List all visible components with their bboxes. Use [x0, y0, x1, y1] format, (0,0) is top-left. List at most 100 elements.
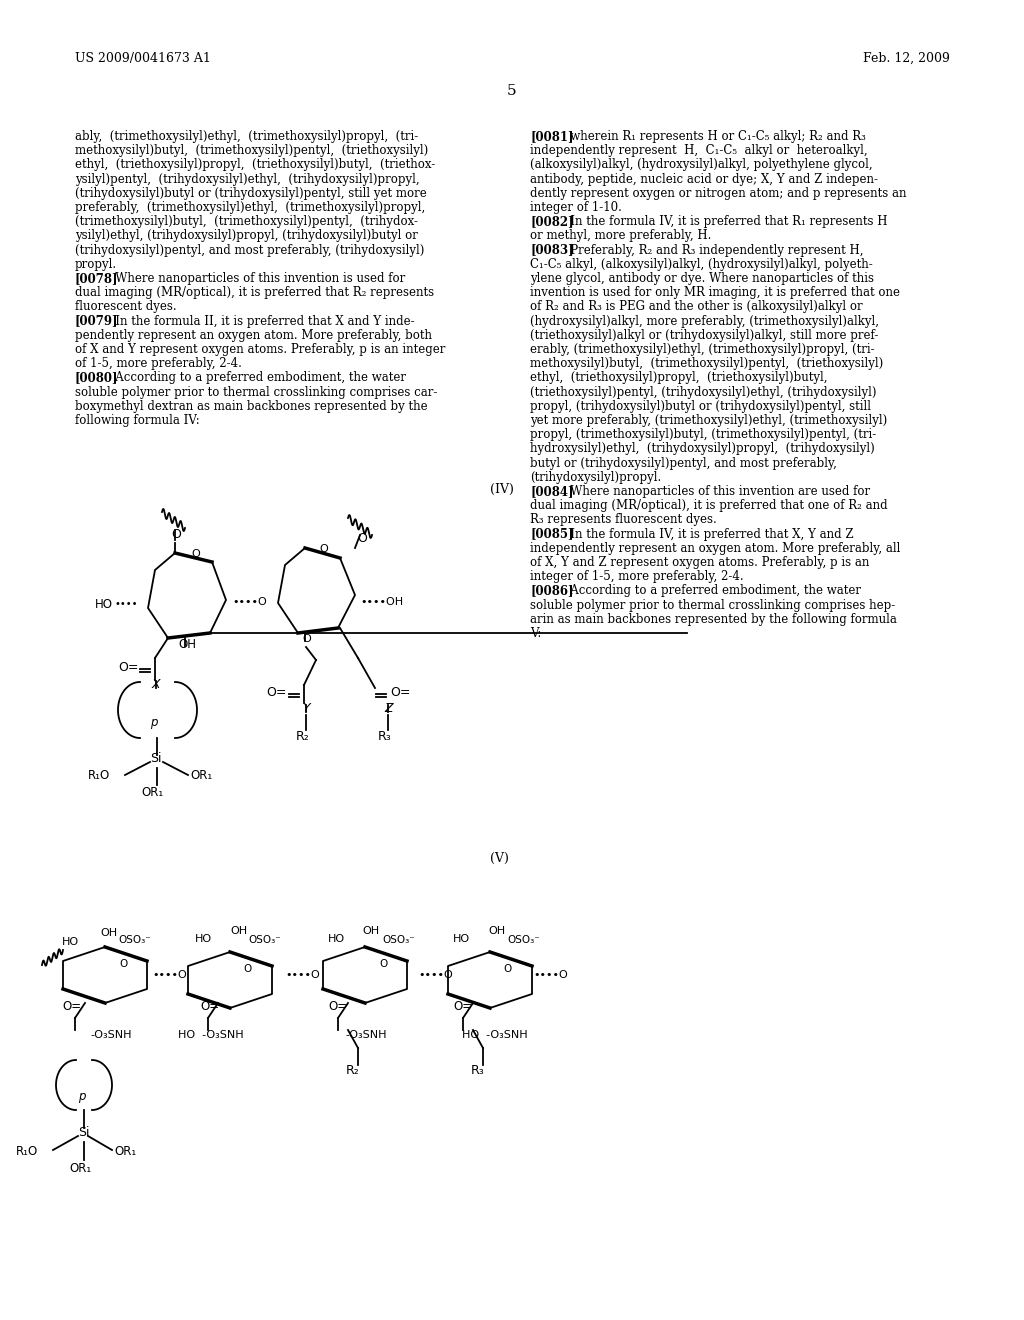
Text: of X, Y and Z represent oxygen atoms. Preferably, p is an: of X, Y and Z represent oxygen atoms. Pr…	[530, 556, 869, 569]
Text: ••••O: ••••O	[152, 970, 186, 979]
Text: of X and Y represent oxygen atoms. Preferably, p is an integer: of X and Y represent oxygen atoms. Prefe…	[75, 343, 445, 356]
Text: [0082]: [0082]	[530, 215, 573, 228]
Text: Si: Si	[150, 752, 162, 766]
Text: [0081]: [0081]	[530, 129, 573, 143]
Text: integer of 1-10.: integer of 1-10.	[530, 201, 622, 214]
Text: R₃ represents fluorescent dyes.: R₃ represents fluorescent dyes.	[530, 513, 717, 527]
Text: OH: OH	[178, 638, 196, 651]
Text: OH: OH	[488, 927, 505, 936]
Text: [0079]: [0079]	[75, 314, 119, 327]
Text: or methyl, more preferably, H.: or methyl, more preferably, H.	[530, 230, 712, 243]
Text: 5: 5	[507, 84, 517, 98]
Text: OH: OH	[362, 927, 379, 936]
Text: soluble polymer prior to thermal crosslinking comprises hep-: soluble polymer prior to thermal crossli…	[530, 598, 895, 611]
Text: Where nanoparticles of this invention are used for: Where nanoparticles of this invention ar…	[559, 484, 870, 498]
Text: [0085]: [0085]	[530, 528, 573, 541]
Text: According to a preferred embodiment, the water: According to a preferred embodiment, the…	[103, 371, 406, 384]
Text: ••••O: ••••O	[418, 970, 453, 979]
Text: independently represent an oxygen atom. More preferably, all: independently represent an oxygen atom. …	[530, 541, 900, 554]
Text: O=: O=	[118, 661, 138, 675]
Text: HO: HO	[62, 937, 79, 946]
Text: O: O	[244, 964, 252, 974]
Text: O: O	[319, 544, 329, 554]
Text: (IV): (IV)	[490, 483, 514, 496]
Text: dual imaging (MR/optical), it is preferred that one of R₂ and: dual imaging (MR/optical), it is preferr…	[530, 499, 888, 512]
Text: following formula IV:: following formula IV:	[75, 414, 200, 426]
Text: OR₁: OR₁	[142, 785, 164, 799]
Text: R₁O: R₁O	[88, 770, 111, 781]
Text: antibody, peptide, nucleic acid or dye; X, Y and Z indepen-: antibody, peptide, nucleic acid or dye; …	[530, 173, 878, 186]
Text: p: p	[150, 715, 158, 729]
Text: Si: Si	[78, 1126, 89, 1139]
Text: [0086]: [0086]	[530, 585, 573, 598]
Text: In the formula IV, it is preferred that R₁ represents H: In the formula IV, it is preferred that …	[559, 215, 888, 228]
Text: (trihydoxysilyl)butyl or (trihydoxysilyl)pentyl, still yet more: (trihydoxysilyl)butyl or (trihydoxysilyl…	[75, 187, 427, 199]
Text: (V): (V)	[490, 851, 509, 865]
Text: (trihydoxysilyl)propyl.: (trihydoxysilyl)propyl.	[530, 471, 662, 484]
Text: Y: Y	[302, 702, 309, 715]
Text: soluble polymer prior to thermal crosslinking comprises car-: soluble polymer prior to thermal crossli…	[75, 385, 437, 399]
Text: ethyl,  (triethoxysilyl)propyl,  (triethoxysilyl)butyl,: ethyl, (triethoxysilyl)propyl, (triethox…	[530, 371, 827, 384]
Text: (triethoxysilyl)pentyl, (trihydoxysilyl)ethyl, (trihydoxysilyl): (triethoxysilyl)pentyl, (trihydoxysilyl)…	[530, 385, 877, 399]
Text: Z: Z	[384, 702, 392, 715]
Text: O=: O=	[200, 1001, 219, 1012]
Text: ••••O: ••••O	[534, 970, 567, 979]
Text: propyl, (trihydoxysilyl)butyl or (trihydoxysilyl)pentyl, still: propyl, (trihydoxysilyl)butyl or (trihyd…	[530, 400, 871, 413]
Text: Preferably, R₂ and R₃ independently represent H,: Preferably, R₂ and R₃ independently repr…	[559, 244, 863, 256]
Text: arin as main backbones represented by the following formula: arin as main backbones represented by th…	[530, 612, 897, 626]
Text: erably, (trimethoxysilyl)ethyl, (trimethoxysilyl)propyl, (tri-: erably, (trimethoxysilyl)ethyl, (trimeth…	[530, 343, 874, 356]
Text: of 1-5, more preferably, 2-4.: of 1-5, more preferably, 2-4.	[75, 358, 242, 370]
Text: invention is used for only MR imaging, it is preferred that one: invention is used for only MR imaging, i…	[530, 286, 900, 300]
Text: HO  -O₃SNH: HO -O₃SNH	[462, 1030, 527, 1040]
Text: dently represent oxygen or nitrogen atom; and p represents an: dently represent oxygen or nitrogen atom…	[530, 187, 906, 199]
Text: HO  -O₃SNH: HO -O₃SNH	[178, 1030, 244, 1040]
Text: R₂: R₂	[346, 1064, 359, 1077]
Text: HO: HO	[195, 935, 212, 944]
Text: ••••O: ••••O	[285, 970, 319, 979]
Text: methoxysilyl)butyl,  (trimethoxysilyl)pentyl,  (triethoxysilyl): methoxysilyl)butyl, (trimethoxysilyl)pen…	[75, 144, 428, 157]
Text: O: O	[379, 960, 387, 969]
Text: -O₃SNH: -O₃SNH	[90, 1030, 131, 1040]
Text: Where nanoparticles of this invention is used for: Where nanoparticles of this invention is…	[103, 272, 406, 285]
Text: In the formula IV, it is preferred that X, Y and Z: In the formula IV, it is preferred that …	[559, 528, 853, 541]
Text: (trimethoxysilyl)butyl,  (trimethoxysilyl)pentyl,  (trihydox-: (trimethoxysilyl)butyl, (trimethoxysilyl…	[75, 215, 418, 228]
Text: preferably,  (trimethoxysilyl)ethyl,  (trimethoxysilyl)propyl,: preferably, (trimethoxysilyl)ethyl, (tri…	[75, 201, 425, 214]
Text: methoxysilyl)butyl,  (trimethoxysilyl)pentyl,  (triethoxysilyl): methoxysilyl)butyl, (trimethoxysilyl)pen…	[530, 358, 884, 370]
Text: OR₁: OR₁	[69, 1162, 91, 1175]
Text: boxymethyl dextran as main backbones represented by the: boxymethyl dextran as main backbones rep…	[75, 400, 428, 413]
Text: (trihydoxysilyl)pentyl, and most preferably, (trihydoxysilyl): (trihydoxysilyl)pentyl, and most prefera…	[75, 244, 424, 256]
Text: C₁-C₅ alkyl, (alkoxysilyl)alkyl, (hydroxysilyl)alkyl, polyeth-: C₁-C₅ alkyl, (alkoxysilyl)alkyl, (hydrox…	[530, 257, 872, 271]
Text: ••••: ••••	[115, 599, 138, 609]
Text: O: O	[504, 964, 512, 974]
Text: O: O	[302, 634, 310, 644]
Text: wherein R₁ represents H or C₁-C₅ alkyl; R₂ and R₃: wherein R₁ represents H or C₁-C₅ alkyl; …	[559, 129, 865, 143]
Text: O=: O=	[390, 686, 411, 700]
Text: OH: OH	[100, 928, 117, 939]
Text: fluorescent dyes.: fluorescent dyes.	[75, 301, 176, 313]
Text: OSO₃⁻: OSO₃⁻	[507, 935, 540, 945]
Text: ysilyl)ethyl, (trihydoxysilyl)propyl, (trihydoxysilyl)butyl or: ysilyl)ethyl, (trihydoxysilyl)propyl, (t…	[75, 230, 418, 243]
Text: O=: O=	[266, 686, 287, 700]
Text: [0084]: [0084]	[530, 484, 573, 498]
Text: O=: O=	[62, 1001, 81, 1012]
Text: O=: O=	[453, 1001, 472, 1012]
Text: (alkoxysilyl)alkyl, (hydroxysilyl)alkyl, polyethylene glycol,: (alkoxysilyl)alkyl, (hydroxysilyl)alkyl,…	[530, 158, 872, 172]
Text: O: O	[171, 528, 181, 541]
Text: HO: HO	[453, 935, 470, 944]
Text: V:: V:	[530, 627, 542, 640]
Text: HO: HO	[95, 598, 113, 611]
Text: yet more preferably, (trimethoxysilyl)ethyl, (trimethoxysilyl): yet more preferably, (trimethoxysilyl)et…	[530, 414, 887, 426]
Text: HO: HO	[328, 935, 345, 944]
Text: US 2009/0041673 A1: US 2009/0041673 A1	[75, 51, 211, 65]
Text: propyl.: propyl.	[75, 257, 117, 271]
Text: OSO₃⁻: OSO₃⁻	[382, 935, 415, 945]
Text: O: O	[191, 549, 201, 558]
Text: propyl, (trimethoxysilyl)butyl, (trimethoxysilyl)pentyl, (tri-: propyl, (trimethoxysilyl)butyl, (trimeth…	[530, 428, 877, 441]
Text: X: X	[152, 678, 161, 690]
Text: dual imaging (MR/optical), it is preferred that R₂ represents: dual imaging (MR/optical), it is preferr…	[75, 286, 434, 300]
Text: -O₃SNH: -O₃SNH	[345, 1030, 386, 1040]
Text: OH: OH	[230, 927, 247, 936]
Text: ••••O: ••••O	[232, 597, 266, 607]
Text: pendently represent an oxygen atom. More preferably, both: pendently represent an oxygen atom. More…	[75, 329, 432, 342]
Text: (triethoxysilyl)alkyl or (trihydoxysilyl)alkyl, still more pref-: (triethoxysilyl)alkyl or (trihydoxysilyl…	[530, 329, 879, 342]
